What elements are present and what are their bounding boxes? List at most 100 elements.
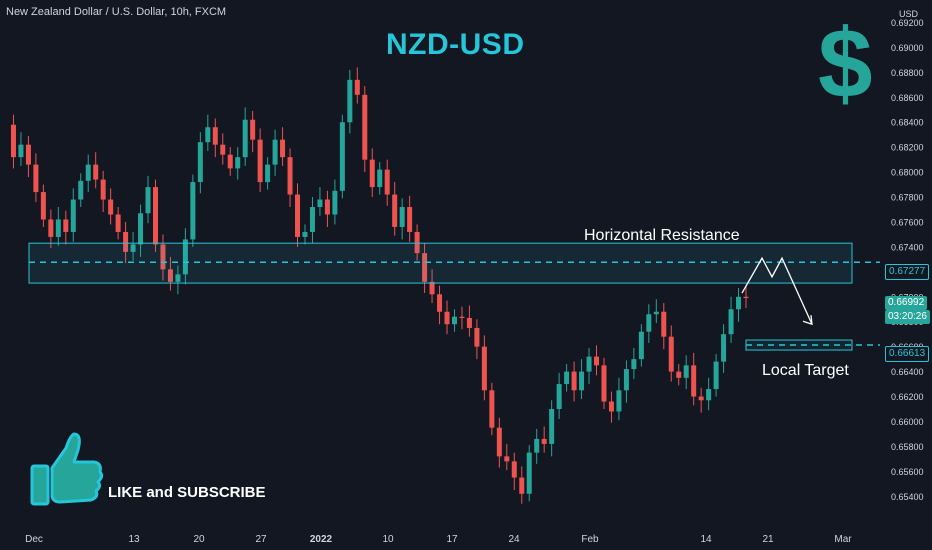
price-tick-label: 0.65400 bbox=[891, 492, 924, 502]
candle-body bbox=[123, 231, 129, 252]
candle-body bbox=[250, 119, 256, 140]
candle-body bbox=[392, 194, 398, 227]
candle-body bbox=[384, 169, 390, 195]
price-tick-label: 0.65800 bbox=[891, 442, 924, 452]
overlay-layer bbox=[28, 242, 880, 351]
candle-body bbox=[556, 384, 562, 409]
price-tick-label: 0.69200 bbox=[891, 18, 924, 28]
candle-body bbox=[496, 427, 502, 457]
candle-body bbox=[48, 219, 54, 237]
candle-body bbox=[444, 311, 450, 325]
candle-body bbox=[511, 461, 517, 478]
candle-body bbox=[549, 408, 555, 444]
price-tick-label: 0.67400 bbox=[891, 242, 924, 252]
price-tick-label: 0.67600 bbox=[891, 217, 924, 227]
candle-body bbox=[339, 122, 345, 191]
candle-body bbox=[280, 139, 286, 158]
price-tick-label: 0.68600 bbox=[891, 93, 924, 103]
time-tick-label: 21 bbox=[762, 534, 774, 545]
candle-body bbox=[175, 274, 181, 282]
price-axis: 0.69200 0.69000 0.68800 0.68600 0.68400 0.682… bbox=[891, 18, 924, 502]
time-tick-label: Feb bbox=[581, 534, 599, 545]
candle-body bbox=[272, 139, 278, 165]
price-tick-label: 0.68800 bbox=[891, 68, 924, 78]
time-tick-label: Mar bbox=[834, 534, 852, 545]
candle-body bbox=[526, 452, 532, 494]
candle-body bbox=[18, 144, 24, 158]
time-tick-label: 14 bbox=[700, 534, 712, 545]
candle-body bbox=[93, 164, 99, 180]
candle-body bbox=[70, 199, 76, 232]
candle-body bbox=[608, 401, 614, 412]
candle-body bbox=[534, 438, 540, 453]
price-tick-label: 0.67800 bbox=[891, 193, 924, 203]
candle-body bbox=[706, 389, 712, 401]
candle-body bbox=[623, 369, 629, 391]
candle-body bbox=[295, 194, 301, 237]
candle-body bbox=[265, 164, 271, 183]
candle-body bbox=[55, 219, 61, 237]
candle-body bbox=[698, 396, 704, 401]
resistance-zone bbox=[28, 242, 853, 284]
candle-body bbox=[541, 438, 547, 444]
time-tick-label: Dec bbox=[25, 534, 43, 545]
candle-body bbox=[160, 244, 166, 270]
candle-body bbox=[108, 199, 114, 215]
price-tick-label: 0.69000 bbox=[891, 43, 924, 53]
candle-body bbox=[332, 190, 338, 215]
candle-body bbox=[220, 144, 226, 155]
time-tick-label: 20 bbox=[193, 534, 205, 545]
candle-body bbox=[63, 219, 69, 232]
candle-body bbox=[422, 253, 428, 282]
price-tick-label: 0.66000 bbox=[891, 417, 924, 427]
like-subscribe-text: LIKE and SUBSCRIBE bbox=[108, 484, 266, 501]
projection-path bbox=[741, 256, 813, 325]
time-axis: Dec 13 20 27 2022 10 17 24 Feb 14 21 Mar bbox=[25, 534, 852, 545]
candle-body bbox=[601, 365, 607, 402]
time-tick-label: 2022 bbox=[310, 534, 333, 545]
candle-body bbox=[728, 309, 734, 335]
target-price-tag: 0.66613 bbox=[885, 346, 930, 362]
candle-body bbox=[235, 157, 241, 169]
candle-body bbox=[227, 154, 233, 169]
thumbs-up-icon bbox=[30, 432, 104, 506]
time-tick-label: 10 bbox=[382, 534, 394, 545]
time-tick-label: 13 bbox=[128, 534, 140, 545]
candle-body bbox=[130, 244, 136, 252]
candle-body bbox=[100, 179, 106, 200]
candle-body bbox=[571, 371, 577, 391]
price-tick-label: 0.68000 bbox=[891, 168, 924, 178]
candle-body bbox=[579, 371, 585, 391]
candle-body bbox=[736, 296, 742, 310]
resistance-price-tag: 0.67277 bbox=[885, 264, 930, 280]
candle-body bbox=[713, 361, 719, 390]
candle-body bbox=[429, 281, 435, 295]
candle-body bbox=[586, 356, 592, 372]
candle-body bbox=[33, 164, 39, 193]
candle-body bbox=[743, 296, 749, 299]
candle-body bbox=[691, 365, 697, 397]
candle-body bbox=[661, 311, 667, 337]
candle-body bbox=[399, 207, 405, 227]
chart-title: NZD-USD bbox=[386, 28, 525, 61]
candle-body bbox=[167, 269, 173, 282]
time-tick-label: 27 bbox=[255, 534, 267, 545]
resistance-label: Horizontal Resistance bbox=[584, 227, 740, 244]
candle-body bbox=[616, 390, 622, 412]
candle-body bbox=[519, 477, 525, 494]
candle-body bbox=[40, 192, 46, 220]
target-label: Local Target bbox=[762, 362, 849, 379]
candle-body bbox=[437, 294, 443, 312]
candle-body bbox=[205, 127, 211, 143]
candle-body bbox=[85, 164, 91, 181]
candle-body bbox=[362, 94, 368, 160]
candle-body bbox=[257, 139, 263, 183]
currency-label: USD bbox=[899, 9, 919, 19]
candle-body bbox=[182, 239, 188, 275]
candle-body bbox=[466, 317, 472, 328]
candle-body bbox=[10, 124, 16, 158]
candle-body bbox=[407, 207, 413, 232]
candle-body bbox=[594, 356, 600, 366]
candle-body bbox=[115, 214, 121, 232]
